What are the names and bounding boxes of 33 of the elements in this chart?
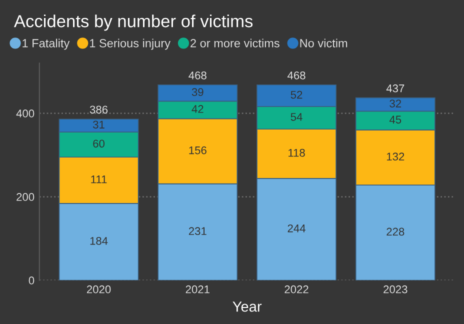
- data-label: 244: [288, 224, 306, 232]
- y-tick-label: 0: [28, 276, 34, 284]
- x-tick-label: 2021: [186, 285, 210, 294]
- data-label: 54: [290, 113, 302, 121]
- x-axis-title: Year: [232, 302, 262, 312]
- total-label: 437: [386, 84, 404, 92]
- data-label: 184: [90, 236, 108, 245]
- data-label: 132: [386, 152, 404, 161]
- x-tick-label: 2022: [284, 285, 308, 294]
- data-label: 42: [192, 105, 204, 113]
- legend-label: No victim: [300, 38, 348, 48]
- data-label: 228: [386, 228, 404, 236]
- legend-label: 1 Fatality: [22, 38, 70, 50]
- data-label: 231: [188, 227, 206, 236]
- x-tick-label: 2023: [384, 285, 408, 294]
- legend-label: 1 Serious injury: [90, 38, 170, 50]
- data-label: 32: [390, 100, 402, 108]
- data-label: 31: [93, 120, 104, 129]
- data-label: 111: [91, 176, 107, 184]
- x-tick-label: 2020: [86, 285, 111, 294]
- y-tick-label: 200: [16, 193, 34, 201]
- data-label: 45: [389, 116, 402, 124]
- data-label: 60: [93, 140, 105, 148]
- legend-label: 2 or more victims: [190, 38, 280, 48]
- chart-title: Accidents by number of victims: [14, 14, 253, 31]
- data-label: 39: [192, 88, 204, 96]
- total-label: 468: [188, 71, 206, 80]
- y-tick-label: 400: [16, 110, 34, 118]
- total-label: 386: [90, 106, 108, 114]
- data-label: 156: [189, 146, 206, 154]
- data-label: 118: [288, 148, 305, 157]
- total-label: 468: [288, 71, 306, 80]
- data-label: 52: [290, 90, 302, 99]
